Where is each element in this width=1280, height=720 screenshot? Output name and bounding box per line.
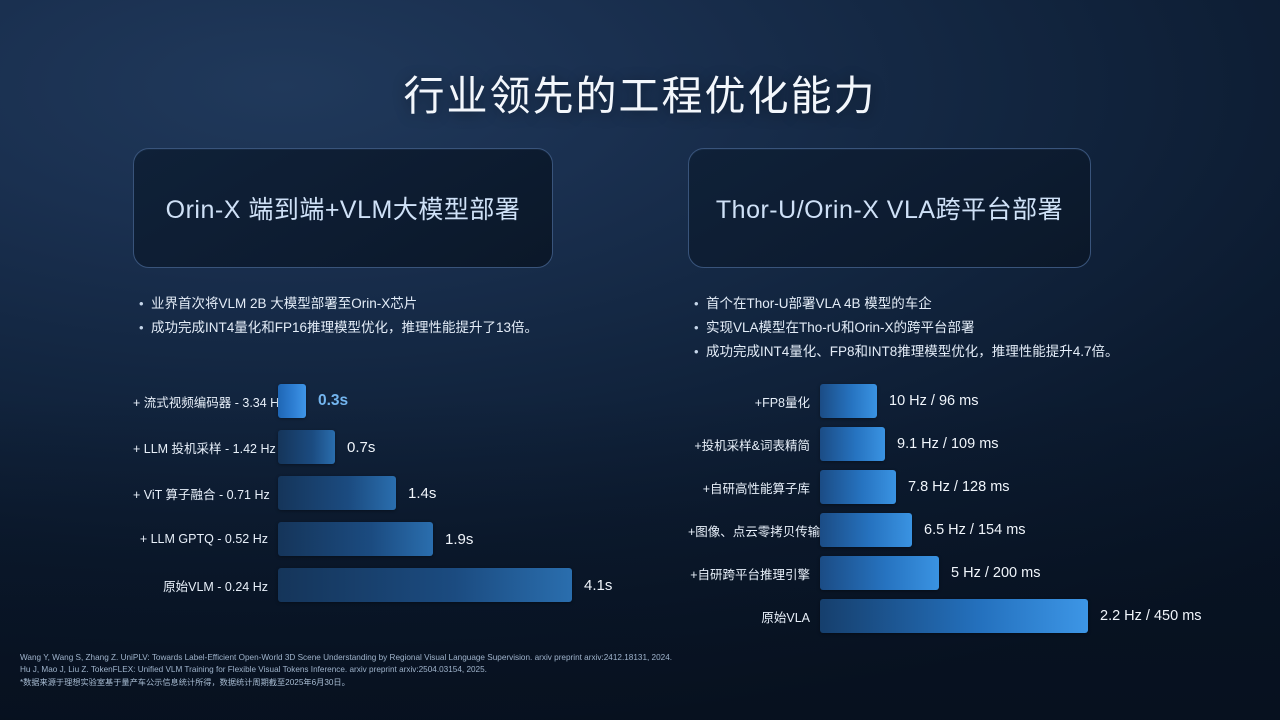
chart-value-label: 4.1s	[584, 576, 613, 594]
chart-value-label: 1.9s	[445, 530, 474, 548]
right-card-header: Thor-U/Orin-X VLA跨平台部署	[688, 148, 1091, 268]
chart-bar-row: + LLM 投机采样 - 1.42 Hz 0.7s	[133, 428, 693, 466]
chart-category-label: + LLM GPTQ - 0.52 Hz	[139, 532, 268, 546]
chart-category-label: + 流式视频编码器 - 3.34 Hz	[133, 395, 286, 410]
chart-bar	[278, 384, 306, 418]
bullet-text: 业界首次将VLM 2B 大模型部署至Orin-X芯片	[151, 296, 418, 311]
chart-bar-row: +图像、点云零拷贝传输 6.5 Hz / 154 ms	[688, 511, 1248, 549]
bullet-dot-icon: •	[694, 344, 699, 359]
list-item: • 实现VLA模型在Tho-rU和Orin-X的跨平台部署	[694, 317, 1091, 339]
right-bar-chart: +FP8量化 10 Hz / 96 ms +投机采样&词表精简 9.1 Hz / 10…	[688, 382, 1248, 640]
chart-bar	[278, 522, 433, 556]
page-title: 行业领先的工程优化能力	[403, 73, 877, 119]
bullet-dot-icon: •	[694, 296, 699, 311]
bullet-dot-icon: •	[694, 320, 699, 335]
chart-bar-row: +投机采样&词表精简 9.1 Hz / 109 ms	[688, 425, 1248, 463]
chart-bar-row: + LLM GPTQ - 0.52 Hz 1.9s	[133, 520, 693, 558]
chart-value-label: 2.2 Hz / 450 ms	[1100, 608, 1202, 624]
chart-value-label: 6.5 Hz / 154 ms	[924, 522, 1026, 538]
chart-bar-row: 原始VLA 2.2 Hz / 450 ms	[688, 597, 1248, 635]
bullet-text: 成功完成INT4量化和FP16推理模型优化，推理性能提升了13倍。	[151, 320, 539, 335]
chart-bar-row: +自研高性能算子库 7.8 Hz / 128 ms	[688, 468, 1248, 506]
chart-value-label: 7.8 Hz / 128 ms	[908, 479, 1010, 495]
footnote-line: Wang Y, Wang S, Zhang Z. UniPLV: Towards…	[20, 653, 673, 662]
chart-bar	[278, 476, 396, 510]
chart-bar	[820, 556, 939, 590]
left-card-header: Orin-X 端到端+VLM大模型部署	[133, 148, 553, 268]
chart-category-label: +自研高性能算子库	[702, 481, 810, 496]
chart-category-label: +投机采样&词表精简	[694, 438, 810, 453]
chart-bar	[820, 384, 877, 418]
chart-value-label: 0.7s	[347, 438, 376, 456]
chart-bar	[278, 430, 335, 464]
right-card-title: Thor-U/Orin-X VLA跨平台部署	[715, 196, 1064, 224]
chart-category-label: +自研跨平台推理引擎	[690, 567, 810, 582]
footnote: Wang Y, Wang S, Zhang Z. UniPLV: Towards…	[20, 652, 672, 689]
left-panel: Orin-X 端到端+VLM大模型部署 • 业界首次将VLM 2B 大模型部署至…	[133, 148, 553, 341]
right-bullet-list: • 首个在Thor-U部署VLA 4B 模型的车企 • 实现VLA模型在Tho-…	[688, 293, 1119, 363]
bullet-dot-icon: •	[139, 320, 144, 335]
left-bar-chart: + 流式视频编码器 - 3.34 Hz 0.3s + LLM 投机采样 - 1.42…	[133, 382, 693, 612]
chart-value-label: 1.4s	[408, 484, 437, 502]
list-item: • 成功完成INT4量化和FP16推理模型优化，推理性能提升了13倍。	[139, 317, 553, 339]
chart-bar-row: +FP8量化 10 Hz / 96 ms	[688, 382, 1248, 420]
right-panel: Thor-U/Orin-X VLA跨平台部署 • 首个在Thor-U部署VLA …	[688, 148, 1119, 365]
chart-bar-row: +自研跨平台推理引擎 5 Hz / 200 ms	[688, 554, 1248, 592]
chart-category-label: 原始VLA	[761, 610, 810, 625]
chart-category-label: + ViT 算子融合 - 0.71 Hz	[133, 487, 270, 502]
bullet-text: 首个在Thor-U部署VLA 4B 模型的车企	[706, 296, 932, 311]
chart-value-label: 0.3s	[318, 392, 349, 409]
list-item: • 业界首次将VLM 2B 大模型部署至Orin-X芯片	[139, 293, 553, 315]
chart-value-label: 5 Hz / 200 ms	[951, 565, 1041, 581]
chart-category-label: +图像、点云零拷贝传输	[688, 524, 821, 539]
bullet-text: 成功完成INT4量化、FP8和INT8推理模型优化，推理性能提升4.7倍。	[706, 344, 1119, 359]
chart-bar	[820, 513, 912, 547]
chart-bar	[820, 470, 896, 504]
chart-category-label: + LLM 投机采样 - 1.42 Hz	[133, 441, 276, 456]
chart-bar	[278, 568, 572, 602]
list-item: • 成功完成INT4量化、FP8和INT8推理模型优化，推理性能提升4.7倍。	[694, 341, 1119, 363]
chart-value-label: 10 Hz / 96 ms	[889, 393, 979, 409]
bullet-text: 实现VLA模型在Tho-rU和Orin-X的跨平台部署	[706, 320, 975, 335]
bullet-dot-icon: •	[139, 296, 144, 311]
chart-category-label: +FP8量化	[754, 395, 810, 410]
chart-value-label: 9.1 Hz / 109 ms	[897, 436, 999, 452]
list-item: • 首个在Thor-U部署VLA 4B 模型的车企	[694, 293, 1091, 315]
left-bullet-list: • 业界首次将VLM 2B 大模型部署至Orin-X芯片 • 成功完成INT4量…	[133, 293, 553, 339]
left-card-title: Orin-X 端到端+VLM大模型部署	[165, 196, 521, 224]
chart-bar	[820, 427, 885, 461]
chart-bar-row: + 流式视频编码器 - 3.34 Hz 0.3s	[133, 382, 693, 420]
footnote-line: *数据来源于理想实验室基于量产车公示信息统计所得，数据统计周期截至2025年6月…	[20, 677, 350, 687]
chart-bar-row: 原始VLM - 0.24 Hz 4.1s	[133, 566, 693, 604]
chart-bar-row: + ViT 算子融合 - 0.71 Hz 1.4s	[133, 474, 693, 512]
chart-category-label: 原始VLM - 0.24 Hz	[163, 579, 268, 594]
footnote-line: Hu J, Mao J, Liu Z. TokenFLEX: Unified V…	[20, 665, 487, 675]
chart-bar	[820, 599, 1088, 633]
